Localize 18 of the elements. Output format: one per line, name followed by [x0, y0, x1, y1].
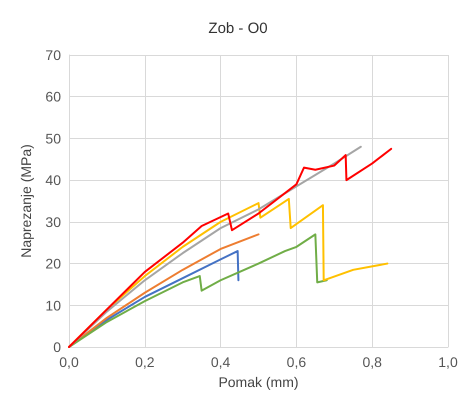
y-tick-label: 40: [45, 172, 62, 188]
y-tick-label: 50: [45, 130, 62, 146]
x-tick-label: 0,0: [59, 354, 79, 370]
chart-title: Zob - O0: [208, 20, 268, 37]
y-tick-label: 10: [45, 297, 62, 314]
x-axis-title: Pomak (mm): [218, 374, 299, 390]
y-axis-title: Naprezanje (MPa): [18, 144, 34, 258]
y-tick-label: 0: [53, 339, 62, 355]
x-tick-label: 1,0: [438, 354, 458, 370]
x-tick-label: 0,4: [210, 354, 231, 370]
y-tick-label: 30: [45, 214, 62, 230]
line-series: [68, 233, 328, 348]
x-tick-label: 0,2: [135, 354, 155, 370]
y-tick-label: 60: [45, 88, 62, 105]
y-tick-label: 70: [45, 47, 62, 63]
y-tick-label: 20: [45, 256, 62, 272]
x-tick-label: 0,8: [362, 354, 382, 370]
x-tick-label: 0,6: [286, 354, 306, 370]
